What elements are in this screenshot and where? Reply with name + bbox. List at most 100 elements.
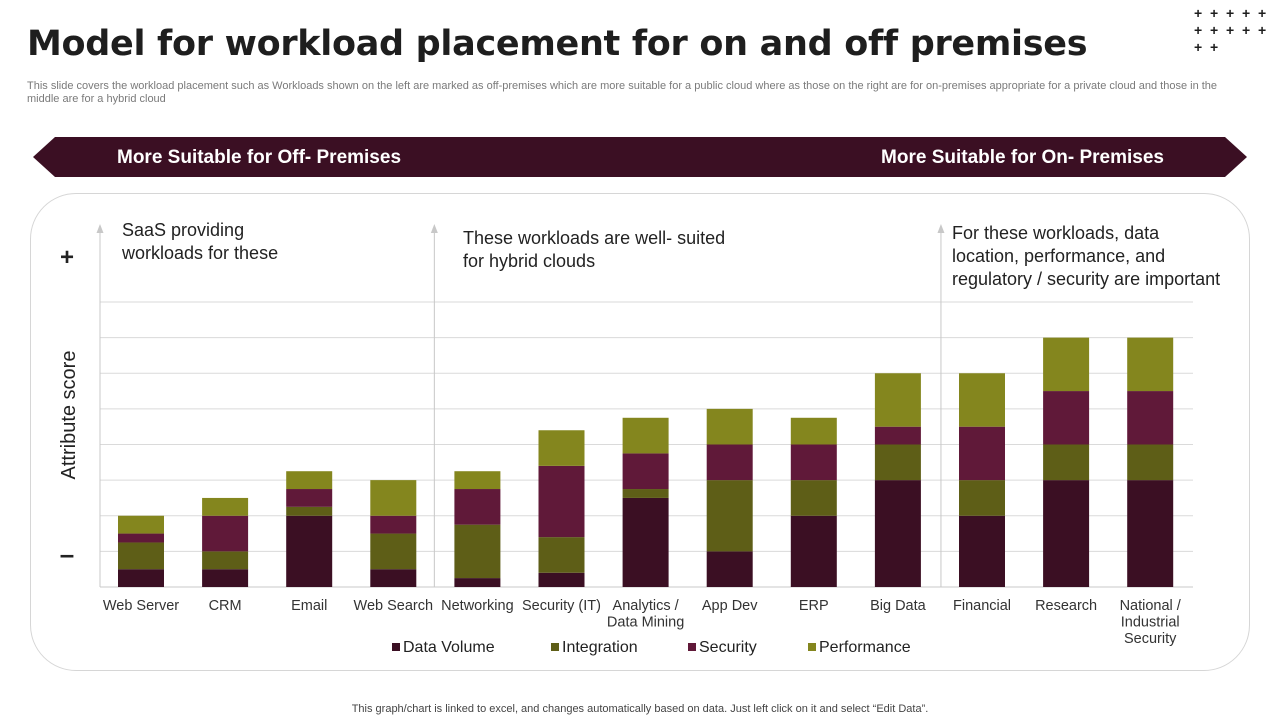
legend-swatch: [551, 643, 559, 651]
bar-segment: [1043, 337, 1090, 392]
bar-segment: [790, 480, 837, 516]
bar-segment: [286, 515, 333, 587]
bar-segment: [1043, 480, 1090, 587]
bar-segment: [706, 551, 753, 587]
bar-segment: [790, 444, 837, 481]
x-tick-label: National /: [1120, 598, 1182, 614]
bar-segment: [874, 426, 921, 445]
x-tick-label: Analytics /: [613, 598, 680, 614]
legend-label: Data Volume: [403, 639, 495, 656]
plus-mark-icon: +: [1226, 5, 1235, 21]
x-tick-label: Email: [291, 598, 327, 614]
section-annotation: regulatory / security are important: [952, 269, 1220, 289]
legend-swatch: [688, 643, 696, 651]
bar-segment: [370, 515, 417, 534]
bar-segment: [202, 515, 249, 552]
legend-label: Performance: [819, 639, 911, 656]
slide-subtitle: This slide covers the workload placement…: [27, 80, 1218, 105]
bar-segment: [370, 480, 417, 516]
plus-mark-icon: +: [1194, 39, 1203, 55]
bar-segment: [622, 417, 669, 454]
x-tick-label: Web Server: [103, 598, 179, 614]
bar-segment: [706, 408, 753, 445]
x-tick-label: App Dev: [702, 598, 758, 614]
divider-arrow-icon: [96, 224, 104, 233]
section-annotation: These workloads are well- suited: [463, 228, 725, 248]
bar-segment: [286, 471, 333, 490]
x-tick-label: Web Search: [354, 598, 434, 614]
bar-segment: [454, 471, 501, 490]
suitability-banner: [33, 137, 1247, 177]
bar-segment: [370, 569, 417, 587]
chart-panel: [30, 193, 1250, 671]
slide-title: Model for workload placement for on and …: [27, 24, 1088, 64]
bar-segment: [118, 542, 164, 570]
bar-segment: [790, 515, 837, 587]
plus-decoration-icon: + + + + + + + + + + + +: [1194, 6, 1278, 55]
legend-label: Security: [699, 639, 757, 656]
bar-segment: [790, 417, 837, 445]
bar-segment: [370, 533, 417, 570]
legend-swatch: [808, 643, 816, 651]
bar-segment: [118, 533, 164, 543]
bar-segment: [622, 497, 669, 587]
footer-note: This graph/chart is linked to excel, and…: [351, 703, 929, 715]
x-tick-label: Security (IT): [522, 598, 601, 614]
y-axis-label: Attribute score: [58, 351, 80, 480]
bar-segment: [959, 515, 1005, 587]
bar-segment: [118, 515, 164, 534]
section-annotation: location, performance, and: [952, 246, 1165, 266]
bar-segment: [1127, 391, 1174, 445]
x-tick-label: Security: [1124, 631, 1177, 647]
section-annotation: for hybrid clouds: [463, 251, 595, 271]
section-annotation: SaaS providing: [122, 220, 244, 240]
plus-mark-icon: +: [1194, 22, 1203, 38]
bar-segment: [538, 572, 585, 587]
plus-mark-icon: +: [1210, 5, 1219, 21]
x-tick-label: CRM: [209, 598, 242, 614]
x-tick-label: Financial: [953, 598, 1011, 614]
x-tick-label: Research: [1035, 598, 1097, 614]
bar-segment: [454, 578, 501, 587]
bar-segment: [202, 497, 249, 516]
divider-arrow-icon: [937, 224, 945, 233]
bar-segment: [286, 489, 333, 507]
bar-segment: [959, 373, 1005, 427]
bar-segment: [1043, 444, 1090, 481]
bar-segment: [959, 480, 1005, 516]
bar-segment: [706, 444, 753, 481]
x-tick-label: Big Data: [870, 598, 927, 614]
bar-segment: [202, 551, 249, 570]
bar-segment: [454, 524, 501, 579]
y-axis-minus-marker: –: [60, 539, 74, 569]
banner-off-premises-label: More Suitable for Off- Premises: [117, 147, 402, 168]
bar-segment: [874, 444, 921, 481]
divider-arrow-icon: [430, 224, 438, 233]
bar-segment: [622, 489, 669, 498]
plus-mark-icon: +: [1210, 39, 1219, 55]
legend-swatch: [392, 643, 400, 651]
bar-segment: [538, 537, 585, 573]
section-annotation: For these workloads, data: [952, 223, 1160, 243]
bar-segment: [959, 426, 1005, 481]
bar-segment: [1127, 480, 1174, 587]
plus-mark-icon: +: [1242, 22, 1251, 38]
bar-segment: [538, 430, 585, 466]
section-annotation: workloads for these: [121, 243, 278, 263]
banner-on-premises-label: More Suitable for On- Premises: [881, 147, 1164, 168]
plus-mark-icon: +: [1258, 22, 1267, 38]
bar-segment: [1127, 444, 1174, 481]
bar-segment: [454, 489, 501, 525]
bar-segment: [622, 453, 669, 490]
y-axis-plus-marker: +: [60, 244, 74, 271]
bar-segment: [874, 480, 921, 587]
bar-segment: [874, 373, 921, 427]
bar-segment: [1043, 391, 1090, 445]
bar-segment: [202, 569, 249, 587]
bar-segment: [538, 465, 585, 538]
legend-label: Integration: [562, 639, 638, 656]
bar-segment: [706, 480, 753, 552]
x-tick-label: Networking: [441, 598, 514, 614]
bar-segment: [1127, 337, 1174, 392]
